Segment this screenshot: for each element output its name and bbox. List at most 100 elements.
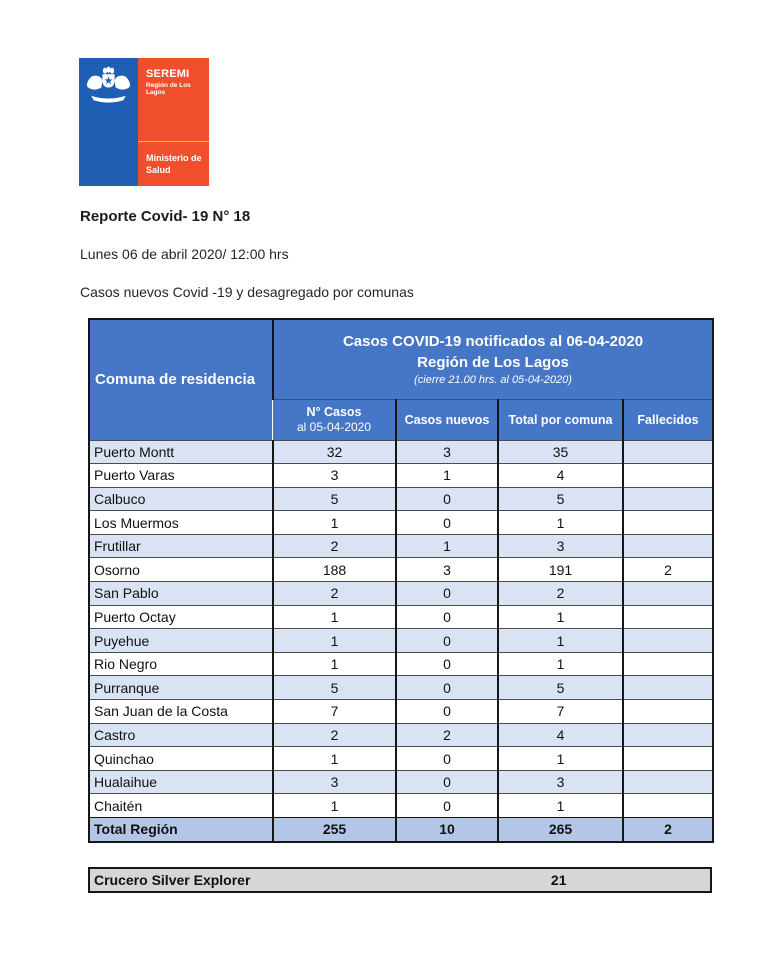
total-cell: 4: [497, 722, 623, 747]
comuna-cell: Quinchao: [89, 746, 273, 771]
casos-cell: 188: [272, 557, 396, 582]
fallecidos-cell: [622, 510, 713, 535]
fallecidos-cell: [622, 533, 713, 558]
casos-cell: 1: [272, 746, 396, 771]
total-cell: 1: [497, 746, 623, 771]
col-header-casos: N° Casos al 05-04-2020: [273, 398, 396, 440]
total-label-cell: Total Región: [89, 817, 273, 842]
total-cell: 4: [497, 463, 623, 488]
table-row: Puerto Varas 3 1 4: [89, 463, 713, 488]
casos-cell: 3: [272, 769, 396, 794]
main-header-note: (cierre 21.00 hrs. al 05-04-2020): [414, 373, 572, 386]
casos-cell: 2: [272, 722, 396, 747]
crucero-row: Crucero Silver Explorer 21: [88, 867, 712, 893]
nuevos-cell: 3: [395, 439, 498, 464]
main-header-title: Casos COVID-19 notificados al 06-04-2020: [342, 332, 644, 350]
total-cell: 3: [497, 533, 623, 558]
table-row: Hualaihue 3 0 3: [89, 769, 713, 794]
fallecidos-cell: [622, 769, 713, 794]
total-cell: 7: [497, 699, 623, 724]
comuna-cell: Castro: [89, 722, 273, 747]
table-row: San Juan de la Costa 7 0 7: [89, 699, 713, 724]
logo-ministry-line2: Salud: [146, 164, 171, 175]
fallecidos-cell: [622, 722, 713, 747]
table-row: Castro 2 2 4: [89, 722, 713, 747]
nuevos-cell: 0: [395, 769, 498, 794]
fallecidos-cell: [622, 651, 713, 676]
casos-cell: 5: [272, 486, 396, 511]
table-row: Puerto Montt 32 3 35: [89, 439, 713, 464]
total-total-cell: 265: [497, 817, 623, 842]
report-subtitle: Casos nuevos Covid -19 y desagregado por…: [80, 284, 414, 300]
table-row: Rio Negro 1 0 1: [89, 651, 713, 676]
nuevos-cell: 1: [395, 533, 498, 558]
casos-cell: 1: [272, 651, 396, 676]
logo-region-text: Región de Los Lagos: [146, 82, 191, 96]
table-row: San Pablo 2 0 2: [89, 581, 713, 606]
total-cell: 35: [497, 439, 623, 464]
fallecidos-cell: [622, 463, 713, 488]
table-header-row-sub: N° Casos al 05-04-2020 Casos nuevos Tota…: [89, 398, 713, 440]
table-row: Puyehue 1 0 1: [89, 628, 713, 653]
fallecidos-cell: [622, 604, 713, 629]
table-row: Osorno 188 3 191 2: [89, 557, 713, 582]
ministry-logo: SEREMI Región de Los Lagos Ministerio de…: [79, 58, 209, 186]
comuna-cell: Puerto Octay: [89, 604, 273, 629]
nuevos-cell: 0: [395, 581, 498, 606]
total-cell: 3: [497, 769, 623, 794]
covid-cases-table: Comuna de residencia Casos COVID-19 noti…: [88, 318, 714, 843]
comuna-cell: Puerto Varas: [89, 463, 273, 488]
table-row: Calbuco 5 0 5: [89, 486, 713, 511]
fallecidos-cell: [622, 581, 713, 606]
comuna-cell: Rio Negro: [89, 651, 273, 676]
main-header-cell: Casos COVID-19 notificados al 06-04-2020…: [272, 318, 713, 399]
total-cell: 2: [497, 581, 623, 606]
logo-seremi-text: SEREMI: [146, 68, 190, 80]
total-cell: 1: [497, 604, 623, 629]
comuna-cell: Puerto Montt: [89, 439, 273, 464]
total-nuevos-cell: 10: [395, 817, 498, 842]
total-cell: 5: [497, 675, 623, 700]
comuna-cell: Hualaihue: [89, 769, 273, 794]
comuna-cell: San Pablo: [89, 581, 273, 606]
nuevos-cell: 0: [395, 510, 498, 535]
comuna-cell: San Juan de la Costa: [89, 699, 273, 724]
casos-cell: 2: [272, 581, 396, 606]
table-row: Frutillar 2 1 3: [89, 533, 713, 558]
col-header-casos-line1: N° Casos: [306, 405, 362, 419]
nuevos-cell: 0: [395, 699, 498, 724]
nuevos-cell: 0: [395, 793, 498, 818]
nuevos-cell: 0: [395, 628, 498, 653]
casos-cell: 1: [272, 510, 396, 535]
table-row: Los Muermos 1 0 1: [89, 510, 713, 535]
total-cell: 191: [497, 557, 623, 582]
fallecidos-cell: [622, 439, 713, 464]
nuevos-cell: 2: [395, 722, 498, 747]
casos-cell: 1: [272, 604, 396, 629]
nuevos-cell: 1: [395, 463, 498, 488]
logo-orange-panel: SEREMI Región de Los Lagos Ministerio de…: [138, 58, 209, 186]
total-cell: 1: [497, 651, 623, 676]
casos-cell: 1: [272, 628, 396, 653]
main-header-region: Región de Los Lagos: [417, 353, 569, 371]
logo-ministry-line1: Ministerio de: [146, 152, 202, 163]
report-datetime: Lunes 06 de abril 2020/ 12:00 hrs: [80, 246, 289, 262]
total-cell: 5: [497, 486, 623, 511]
casos-cell: 3: [272, 463, 396, 488]
nuevos-cell: 0: [395, 746, 498, 771]
casos-cell: 2: [272, 533, 396, 558]
comuna-cell: Chaitén: [89, 793, 273, 818]
logo-blue-panel: [79, 58, 138, 186]
fallecidos-cell: [622, 746, 713, 771]
nuevos-cell: 0: [395, 651, 498, 676]
fallecidos-cell: [622, 486, 713, 511]
col-header-nuevos: Casos nuevos: [395, 398, 498, 440]
nuevos-cell: 0: [395, 675, 498, 700]
nuevos-cell: 3: [395, 557, 498, 582]
casos-cell: 7: [272, 699, 396, 724]
crucero-label: Crucero Silver Explorer: [94, 872, 251, 888]
nuevos-cell: 0: [395, 604, 498, 629]
logo-divider: [138, 141, 209, 142]
total-row: Total Región 255 10 265 2: [89, 817, 713, 842]
